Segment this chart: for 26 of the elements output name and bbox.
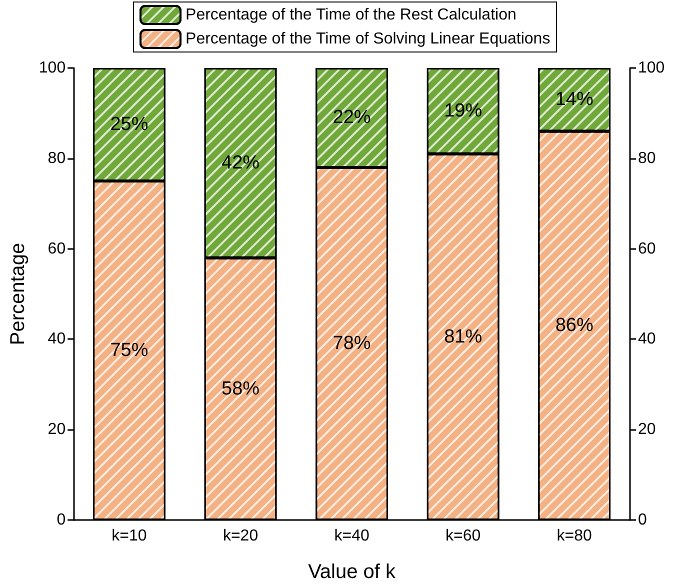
y2-tick-label: 40: [638, 330, 656, 348]
x-axis-title: Value of k: [308, 561, 397, 583]
x-tick-label: k=80: [556, 528, 592, 544]
x-tick-label: k=20: [222, 528, 258, 544]
y2-tick-label: 0: [638, 512, 647, 528]
legend-label: Percentage of the Time of Solving Linear Equations: [186, 30, 550, 48]
x-tick-label: k=10: [112, 528, 147, 544]
x-tick-label: k=40: [334, 528, 370, 544]
legend-label: Percentage of the Time of the Rest Calculation: [186, 6, 516, 24]
y2-tick-label: 80: [638, 150, 656, 167]
x-tick-label: k=60: [446, 528, 481, 544]
data-label: 75%: [110, 340, 148, 361]
y-tick-label: 80: [48, 150, 66, 167]
y2-tick-label: 100: [638, 60, 665, 76]
data-label: 58%: [222, 378, 260, 400]
y-tick-label: 0: [56, 512, 66, 528]
y-axis-title: Percentage: [7, 242, 29, 346]
data-label: 86%: [555, 315, 594, 336]
data-label: 81%: [444, 326, 482, 348]
y2-tick-label: 60: [638, 240, 656, 258]
y-tick-label: 60: [48, 240, 66, 258]
y-tick-label: 100: [38, 60, 66, 76]
y2-tick-label: 20: [638, 421, 656, 438]
y-tick-label: 20: [48, 421, 66, 438]
data-label: 78%: [332, 333, 371, 354]
y-tick-label: 40: [48, 330, 66, 348]
